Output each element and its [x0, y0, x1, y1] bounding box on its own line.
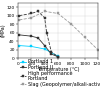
High performance
Portland — [31, 13, 32, 14]
Line: Portland 1: Portland 1 — [18, 45, 59, 57]
Slag (Geopolymer/alkali-activated) — [44, 11, 45, 12]
Portland II — [51, 54, 52, 55]
High performance
Portland — [19, 15, 20, 16]
Portland II — [37, 37, 39, 38]
Portland 1 — [19, 45, 20, 46]
Portland 1 — [31, 46, 32, 47]
Slag (Geopolymer/alkali-activated) — [84, 36, 85, 38]
Slag (Geopolymer/alkali-activated) — [19, 19, 20, 20]
Line: High performance
Portland: High performance Portland — [18, 10, 59, 58]
X-axis label: Temperature (°C): Temperature (°C) — [37, 67, 79, 72]
Slag (Geopolymer/alkali-activated) — [71, 24, 72, 25]
Y-axis label: Compressive
strength
(MPa): Compressive strength (MPa) — [0, 15, 5, 46]
Portland II — [31, 36, 32, 37]
Portland II — [57, 56, 59, 57]
Portland 1 — [44, 48, 45, 50]
Legend: Portland 1, Portland II, High performance
Portland, Slag (Geopolymer/alkali-acti: Portland 1, Portland II, High performanc… — [20, 59, 100, 87]
Slag (Geopolymer/alkali-activated) — [57, 13, 59, 14]
High performance
Portland — [57, 56, 59, 57]
Slag (Geopolymer/alkali-activated) — [97, 49, 99, 50]
Portland II — [19, 34, 20, 35]
Line: Slag (Geopolymer/alkali-activated): Slag (Geopolymer/alkali-activated) — [18, 10, 99, 51]
Portland II — [44, 45, 45, 46]
High performance
Portland — [37, 11, 39, 12]
High performance
Portland — [51, 51, 52, 53]
High performance
Portland — [44, 17, 45, 18]
Portland 1 — [57, 56, 59, 57]
Slag (Geopolymer/alkali-activated) — [31, 17, 32, 18]
High performance
Portland — [46, 32, 47, 33]
Line: Portland II: Portland II — [18, 34, 59, 58]
